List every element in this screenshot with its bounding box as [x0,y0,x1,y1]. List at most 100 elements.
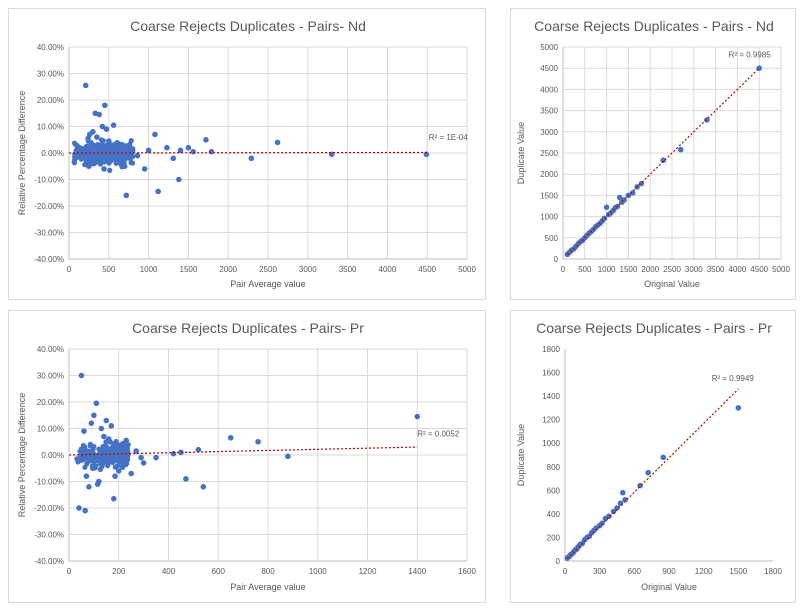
y-axis-title: Duplicate Value [516,122,526,184]
chart-title: Coarse Rejects Duplicates - Pairs- Pr [132,320,364,336]
data-point [110,495,117,502]
y-tick-label: 2500 [540,149,558,158]
data-point [145,147,152,154]
data-point [140,460,147,466]
x-tick-label: 300 [593,567,607,576]
data-point [109,451,115,457]
data-point [227,434,234,441]
data-point [170,450,177,457]
data-point [200,484,207,490]
data-point [82,464,88,470]
data-point [103,126,110,132]
y-tick-label: -10.00% [34,478,64,487]
data-point [128,470,134,477]
data-point [113,152,120,159]
data-point [616,194,623,201]
chart-pr-duplicates: Coarse Rejects Duplicates - Pairs - Pr 0 2… [516,320,782,592]
x-tick-label: 1400 [408,567,426,576]
y-tick-label: -30.00% [34,229,64,238]
x-tick-label: 0 [563,567,568,576]
x-tick-label: 1600 [458,567,476,576]
y-tick-label: 500 [545,234,559,243]
data-point [248,155,255,162]
data-point [101,433,107,440]
x-tick-label: 1800 [764,567,782,576]
y-axis-title: Relative Percentage Difference [17,91,27,215]
data-point [98,425,105,432]
data-point [119,141,125,147]
data-point [96,111,103,118]
x-tick-label: 2500 [259,265,277,274]
y-tick-label: -30.00% [34,531,64,540]
data-point [208,148,215,155]
y-tick-label: 20.00% [37,96,64,105]
chart-title: Coarse Rejects Duplicates - Pairs - Pr [536,320,772,336]
data-point [285,453,291,460]
y-tick-label: 1400 [542,392,560,401]
data-point [90,447,96,453]
data-point [133,448,139,454]
x-tick-label: 0 [561,265,566,274]
data-point [102,102,108,109]
data-point [82,507,88,514]
data-point [71,160,78,166]
data-point [129,147,136,154]
y-tick-label: 10.00% [37,425,64,434]
data-point [614,505,620,511]
chart-title: Coarse Rejects Duplicates - Pairs- Nd [130,18,366,34]
data-point [106,138,112,144]
data-point [660,454,667,461]
y-axis-title: Relative Percentage Difference [17,393,27,517]
chart-title: Coarse Rejects Duplicates - Pairs - Nd [534,18,774,34]
data-point [92,147,99,154]
y-tick-label: 1200 [542,416,560,425]
x-tick-label: 500 [578,265,592,274]
x-tick-label: 2500 [663,265,681,274]
chart-panel-pr-difference: Coarse Rejects Duplicates - Pairs- Pr -40… [8,310,486,603]
data-point [89,465,96,472]
data-point [153,454,159,461]
data-point [105,459,111,465]
data-point [91,412,97,419]
x-tick-label: 1000 [309,567,327,576]
data-point [677,146,684,153]
r-squared-label: R² = 0.9949 [712,374,755,383]
x-tick-label: 600 [628,567,642,576]
data-point [82,448,89,454]
data-point [81,428,87,434]
y-tick-label: 1000 [542,439,560,448]
y-tick-label: 0.00% [41,149,64,158]
data-point [274,139,281,146]
data-point [183,476,189,482]
data-point [78,446,84,452]
data-point [112,473,118,479]
data-point [93,400,100,407]
x-axis-title: Original Value [641,582,697,592]
x-axis-title: Original Value [644,279,700,289]
data-point [78,372,85,379]
y-tick-label: -40.00% [34,255,64,264]
data-point [80,452,87,458]
y-tick-label: 30.00% [37,70,64,79]
data-point [185,144,192,151]
data-point [94,134,100,140]
data-point [129,160,136,166]
y-tick-label: 400 [547,510,561,519]
data-point [90,160,96,167]
data-point [114,142,121,148]
x-tick-label: 0 [67,567,72,576]
r-squared-label: R² = 0.9985 [729,51,772,60]
data-point [122,460,128,466]
data-point [74,456,80,462]
data-point [107,148,113,154]
data-point [599,520,605,527]
data-point [110,122,117,128]
data-point [115,468,122,474]
data-point [113,438,119,445]
data-point [112,464,118,470]
x-tick-label: 800 [261,567,275,576]
data-point [83,158,90,164]
chart-pr-difference: Coarse Rejects Duplicates - Pairs- Pr -40… [17,320,476,592]
data-point [76,505,82,511]
data-point [117,444,123,450]
